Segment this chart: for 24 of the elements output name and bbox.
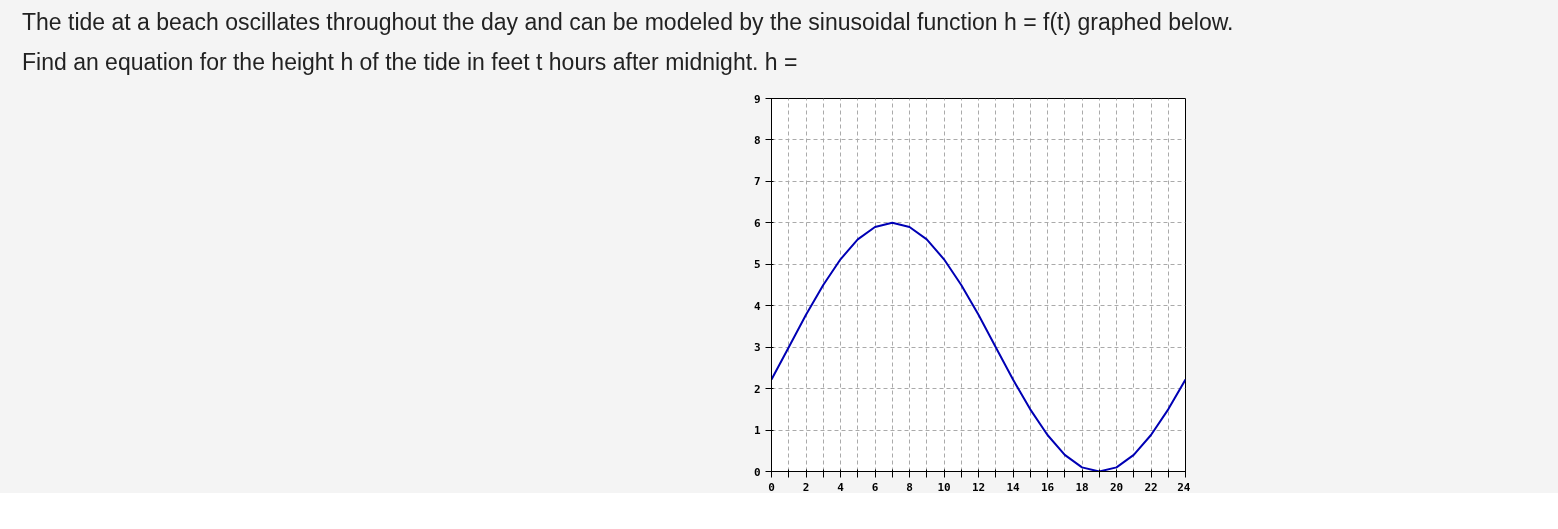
x-tick-label: 16 — [1040, 480, 1055, 493]
x-tick-label: 10 — [937, 480, 951, 493]
x-tick-label: 4 — [837, 480, 845, 493]
x-tick-label: 20 — [1109, 480, 1124, 493]
x-tick-label: 8 — [906, 480, 913, 493]
y-tick-label: 7 — [753, 174, 761, 188]
y-tick-label: 5 — [753, 257, 761, 271]
x-tick-label: 14 — [1006, 480, 1020, 493]
y-tick-label: 1 — [753, 423, 761, 437]
y-tick-label: 3 — [753, 340, 761, 354]
x-tick-label: 22 — [1144, 480, 1158, 493]
y-tick-label: 6 — [753, 216, 761, 230]
y-tick-label: 8 — [753, 133, 761, 147]
y-tick-label: 4 — [753, 299, 761, 313]
x-tick-label: 6 — [871, 480, 879, 493]
chart-title: The tide at a beach oscillates throughout the day and can be modeled by the sinusoidal function h = f(t) graphed below. Find an equation for the height h of the tide in feet t hours after midnight. h = — [22, 8, 1234, 78]
x-tick-label: 18 — [1075, 480, 1089, 493]
y-tick-label: 2 — [753, 382, 761, 396]
x-tick-label: 0 — [768, 480, 775, 493]
x-tick-label: 24 — [1177, 480, 1191, 493]
y-tick-label: 9 — [753, 92, 761, 105]
y-tick-label: 0 — [753, 465, 761, 478]
x-tick-label: 2 — [802, 480, 810, 493]
x-tick-label: 12 — [971, 480, 986, 493]
